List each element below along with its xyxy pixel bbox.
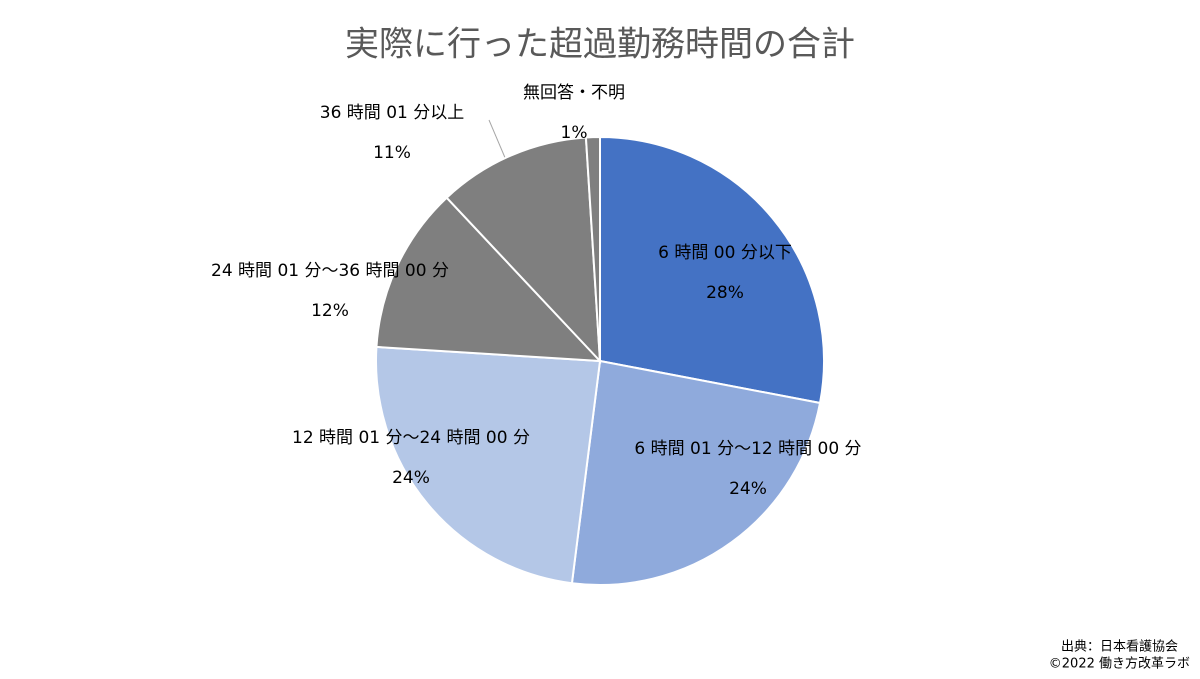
value-label: 24% [729, 479, 767, 499]
category-label: 24 時間 01 分～36 時間 00 分 [211, 261, 449, 281]
value-label: 24% [392, 468, 430, 488]
category-label: 36 時間 01 分以上 [320, 103, 464, 123]
pie-slice [599, 135, 825, 405]
value-label: 11% [373, 143, 411, 163]
source: ©2022 働き方改革ラボ [1049, 656, 1190, 672]
pie-slice [584, 135, 601, 362]
chart-title: 実際に行った超過勤務時間の合計 [345, 25, 855, 65]
pie-slice [375, 196, 603, 363]
category-label: 6 時間 00 分以下 [658, 243, 792, 263]
category-label: 無回答・不明 [523, 83, 625, 103]
value-label: 12% [311, 301, 349, 321]
pie-slice [570, 359, 822, 586]
pie-slice [445, 136, 602, 364]
category-label: 12 時間 01 分～24 時間 00 分 [292, 428, 530, 448]
value-label: 28% [706, 283, 744, 303]
leader-line [488, 119, 507, 161]
source: 出典：日本看護協会 [1061, 639, 1178, 655]
value-label: 1% [561, 123, 588, 143]
pie-slice [375, 345, 602, 585]
category-label: 6 時間 01 分～12 時間 00 分 [634, 439, 861, 459]
